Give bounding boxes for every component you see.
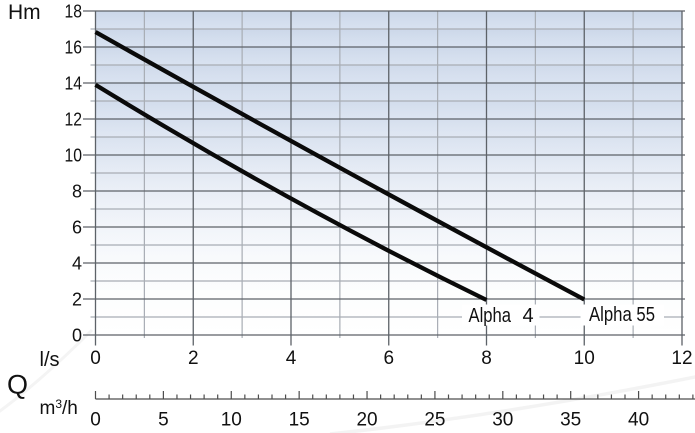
svg-text:l/s: l/s	[40, 349, 60, 371]
svg-text:Alpha: Alpha	[469, 305, 512, 327]
svg-text:4: 4	[72, 253, 82, 273]
svg-text:15: 15	[289, 410, 310, 431]
svg-text:Alpha 55: Alpha 55	[589, 304, 655, 326]
svg-text:16: 16	[65, 37, 83, 57]
svg-text:12: 12	[671, 348, 692, 369]
svg-text:25: 25	[424, 410, 445, 431]
svg-text:30: 30	[492, 410, 513, 431]
svg-text:10: 10	[574, 348, 595, 369]
svg-text:8: 8	[72, 181, 82, 201]
svg-text:10: 10	[65, 145, 83, 165]
svg-text:Q: Q	[7, 370, 28, 400]
svg-text:12: 12	[65, 109, 83, 129]
svg-text:0: 0	[90, 410, 101, 431]
svg-text:5: 5	[158, 410, 169, 431]
svg-text:4: 4	[523, 305, 534, 327]
svg-text:0: 0	[90, 348, 101, 369]
svg-text:4: 4	[286, 348, 297, 369]
svg-text:6: 6	[383, 348, 394, 369]
svg-text:8: 8	[481, 348, 492, 369]
svg-text:35: 35	[560, 410, 581, 431]
svg-text:14: 14	[65, 73, 83, 93]
svg-text:2: 2	[72, 289, 82, 309]
svg-text:20: 20	[356, 410, 377, 431]
svg-text:6: 6	[72, 217, 82, 237]
svg-text:10: 10	[221, 410, 242, 431]
svg-text:0: 0	[72, 325, 82, 345]
svg-text:m3/h: m3/h	[40, 397, 78, 419]
svg-text:Hm: Hm	[8, 1, 41, 24]
svg-text:18: 18	[65, 1, 83, 21]
svg-text:2: 2	[188, 348, 199, 369]
svg-text:40: 40	[628, 410, 649, 431]
